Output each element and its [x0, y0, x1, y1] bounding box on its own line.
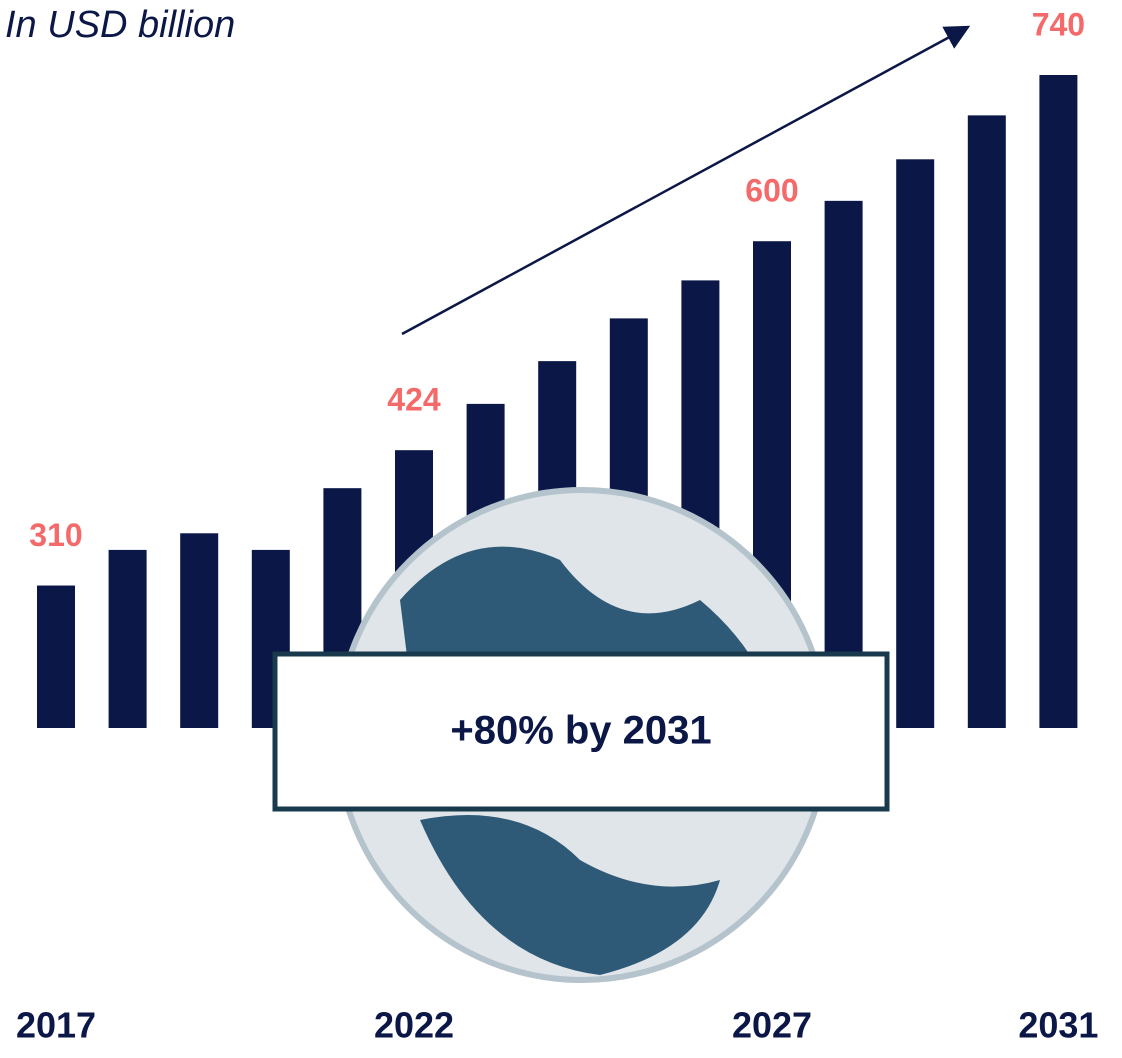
x-tick-label: 2022: [374, 1005, 454, 1046]
trend-arrow: [401, 25, 971, 336]
bar: [180, 533, 219, 728]
x-tick-label: 2031: [1018, 1005, 1098, 1046]
bar: [37, 585, 75, 728]
x-tick-label: 2017: [16, 1005, 96, 1046]
bar: [824, 200, 863, 729]
bar: [1039, 75, 1078, 728]
annotation: +80% by 2031: [450, 709, 711, 753]
bar: [896, 159, 935, 728]
bar: [108, 549, 147, 728]
annotation-box: [272, 651, 890, 812]
value-label: 600: [745, 173, 798, 209]
value-label: 310: [29, 517, 82, 553]
value-label: 424: [387, 382, 441, 418]
bar: [967, 115, 1006, 729]
value-label: 740: [1032, 6, 1085, 42]
subtitle: In USD billion: [5, 4, 235, 46]
x-tick-label: 2027: [732, 1005, 812, 1046]
